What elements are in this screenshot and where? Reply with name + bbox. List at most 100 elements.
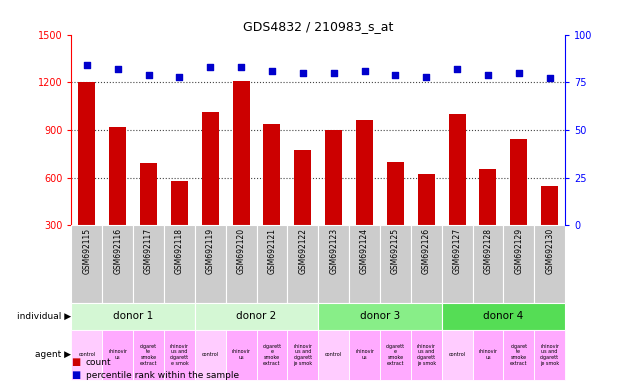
FancyBboxPatch shape	[442, 225, 473, 303]
Text: individual ▶: individual ▶	[17, 311, 71, 321]
Text: donor 1: donor 1	[113, 311, 153, 321]
FancyBboxPatch shape	[319, 329, 349, 380]
Text: rhinovir
us: rhinovir us	[108, 349, 127, 360]
Text: GSM692127: GSM692127	[453, 228, 461, 274]
FancyBboxPatch shape	[256, 329, 288, 380]
Point	[391, 71, 401, 78]
Text: rhinovir
us and
cigarett
je smok: rhinovir us and cigarett je smok	[293, 344, 312, 366]
Text: control: control	[202, 353, 219, 358]
Text: GSM692130: GSM692130	[545, 228, 554, 274]
Text: GSM692128: GSM692128	[484, 228, 492, 273]
Point	[236, 64, 246, 70]
Bar	[140, 163, 157, 273]
Point	[545, 75, 555, 81]
Text: GSM692125: GSM692125	[391, 228, 400, 274]
FancyBboxPatch shape	[225, 225, 256, 303]
FancyBboxPatch shape	[473, 329, 504, 380]
Text: rhinovir
us and
cigarett
e smok: rhinovir us and cigarett e smok	[170, 344, 189, 366]
Text: GSM692117: GSM692117	[144, 228, 153, 274]
FancyBboxPatch shape	[71, 225, 102, 303]
FancyBboxPatch shape	[504, 225, 534, 303]
Point	[421, 73, 431, 79]
Title: GDS4832 / 210983_s_at: GDS4832 / 210983_s_at	[243, 20, 394, 33]
FancyBboxPatch shape	[133, 225, 164, 303]
Point	[267, 68, 277, 74]
Bar	[202, 113, 219, 273]
FancyBboxPatch shape	[288, 329, 319, 380]
Text: donor 3: donor 3	[360, 311, 400, 321]
FancyBboxPatch shape	[195, 303, 319, 329]
Text: agent ▶: agent ▶	[35, 350, 71, 359]
FancyBboxPatch shape	[256, 225, 288, 303]
Text: GSM692122: GSM692122	[298, 228, 307, 273]
Bar	[325, 130, 342, 273]
Bar	[448, 114, 466, 273]
FancyBboxPatch shape	[102, 329, 133, 380]
FancyBboxPatch shape	[288, 225, 319, 303]
Text: rhinovir
us: rhinovir us	[232, 349, 251, 360]
Text: rhinovir
us and
cigarett
je smok: rhinovir us and cigarett je smok	[540, 344, 560, 366]
Text: count: count	[86, 358, 111, 367]
Text: GSM692115: GSM692115	[83, 228, 91, 274]
Point	[329, 70, 338, 76]
Text: control: control	[448, 353, 466, 358]
Bar	[541, 186, 558, 273]
Bar	[233, 81, 250, 273]
FancyBboxPatch shape	[164, 329, 195, 380]
Point	[113, 66, 123, 72]
Point	[206, 64, 215, 70]
Text: cigaret
te
smoke
extract: cigaret te smoke extract	[140, 344, 157, 366]
Point	[175, 73, 184, 79]
Text: GSM692119: GSM692119	[206, 228, 215, 274]
Bar	[387, 162, 404, 273]
Point	[360, 68, 369, 74]
Bar	[109, 127, 126, 273]
FancyBboxPatch shape	[380, 329, 411, 380]
FancyBboxPatch shape	[534, 225, 565, 303]
FancyBboxPatch shape	[133, 329, 164, 380]
FancyBboxPatch shape	[442, 303, 565, 329]
Text: control: control	[78, 353, 96, 358]
Bar	[171, 181, 188, 273]
Bar	[78, 82, 96, 273]
Bar	[356, 120, 373, 273]
Text: rhinovir
us and
cigarett
je smok: rhinovir us and cigarett je smok	[417, 344, 436, 366]
Bar	[294, 150, 311, 273]
Bar	[479, 169, 496, 273]
FancyBboxPatch shape	[411, 329, 442, 380]
Point	[452, 66, 462, 72]
Text: rhinovir
us: rhinovir us	[355, 349, 374, 360]
Text: donor 2: donor 2	[237, 311, 277, 321]
FancyBboxPatch shape	[102, 225, 133, 303]
FancyBboxPatch shape	[349, 225, 380, 303]
Text: cigarett
e
smoke
extract: cigarett e smoke extract	[386, 344, 405, 366]
FancyBboxPatch shape	[164, 225, 195, 303]
FancyBboxPatch shape	[225, 329, 256, 380]
Bar	[263, 124, 281, 273]
FancyBboxPatch shape	[504, 329, 534, 380]
Text: GSM692124: GSM692124	[360, 228, 369, 274]
Text: donor 4: donor 4	[483, 311, 524, 321]
Text: control: control	[325, 353, 342, 358]
Text: GSM692123: GSM692123	[329, 228, 338, 274]
FancyBboxPatch shape	[534, 329, 565, 380]
Text: cigaret
te
smoke
extract: cigaret te smoke extract	[510, 344, 528, 366]
FancyBboxPatch shape	[473, 225, 504, 303]
FancyBboxPatch shape	[349, 329, 380, 380]
Point	[82, 62, 92, 68]
Text: GSM692120: GSM692120	[237, 228, 246, 274]
FancyBboxPatch shape	[71, 329, 102, 380]
Text: rhinovir
us: rhinovir us	[478, 349, 497, 360]
FancyBboxPatch shape	[411, 225, 442, 303]
Text: percentile rank within the sample: percentile rank within the sample	[86, 371, 239, 380]
Bar	[418, 174, 435, 273]
Text: GSM692129: GSM692129	[514, 228, 524, 274]
Text: cigarett
e
smoke
extract: cigarett e smoke extract	[263, 344, 281, 366]
Point	[483, 71, 493, 78]
Text: ■: ■	[71, 370, 81, 380]
Text: GSM692126: GSM692126	[422, 228, 431, 274]
FancyBboxPatch shape	[195, 329, 225, 380]
FancyBboxPatch shape	[319, 225, 349, 303]
Text: ■: ■	[71, 357, 81, 367]
Point	[298, 70, 308, 76]
